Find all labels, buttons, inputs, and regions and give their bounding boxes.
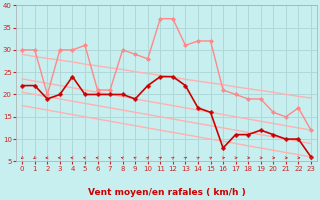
- X-axis label: Vent moyen/en rafales ( km/h ): Vent moyen/en rafales ( km/h ): [88, 188, 245, 197]
